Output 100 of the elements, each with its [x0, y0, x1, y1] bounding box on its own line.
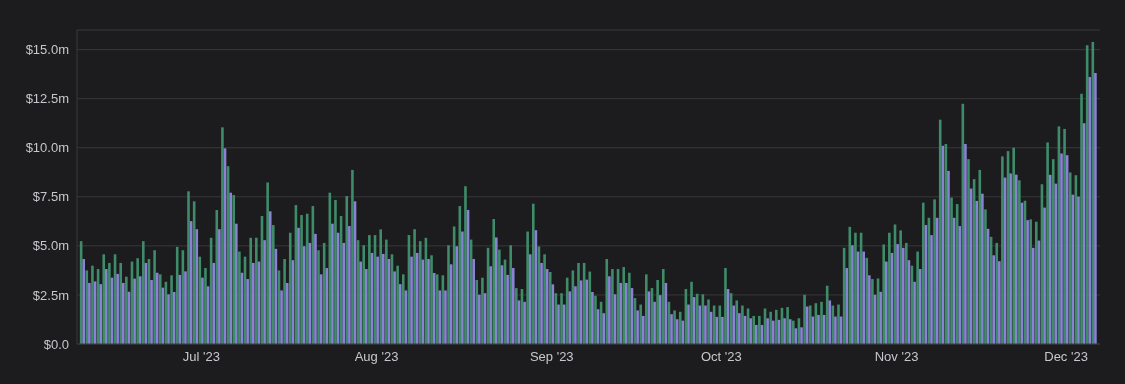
bar — [670, 314, 673, 344]
bar — [430, 255, 433, 344]
bar — [930, 235, 933, 344]
bar — [766, 318, 769, 344]
bar — [365, 269, 368, 344]
bar — [396, 265, 399, 344]
bar — [218, 229, 221, 344]
bar — [268, 211, 272, 344]
bar — [398, 284, 402, 344]
bar — [800, 327, 803, 344]
bar — [175, 246, 179, 344]
bar — [901, 247, 905, 344]
bar — [678, 311, 682, 344]
bar — [865, 257, 869, 344]
bar — [305, 213, 309, 344]
bar — [721, 316, 724, 344]
x-tick-label: Nov '23 — [874, 349, 919, 365]
y-tick-label: $12.5m — [25, 91, 69, 107]
bar — [1063, 128, 1066, 344]
bar — [418, 241, 422, 344]
bar — [359, 261, 362, 344]
bar — [401, 274, 405, 344]
y-tick-label: $2.5m — [32, 287, 69, 303]
bar — [560, 293, 563, 344]
bar — [687, 304, 690, 344]
bar — [362, 245, 366, 344]
bar — [221, 127, 224, 344]
y-tick-label: $7.5m — [32, 189, 69, 205]
bar — [557, 304, 560, 344]
bar — [381, 253, 385, 344]
bar — [1001, 156, 1004, 344]
bar — [783, 318, 786, 344]
bar — [82, 259, 86, 344]
bar — [995, 242, 999, 344]
bar — [1046, 142, 1049, 344]
bar — [138, 276, 142, 344]
bar — [608, 276, 611, 344]
bar — [938, 119, 942, 344]
bar — [1018, 180, 1021, 344]
bar — [297, 227, 300, 344]
bar — [232, 195, 236, 344]
bar — [249, 237, 252, 344]
bar — [526, 231, 529, 344]
bar — [187, 191, 190, 344]
bar — [427, 259, 430, 344]
bar — [619, 282, 622, 344]
bar — [99, 284, 102, 344]
bar — [300, 215, 303, 344]
bar — [142, 241, 145, 344]
bar — [334, 199, 337, 344]
bar — [775, 309, 778, 344]
bar — [871, 279, 874, 344]
bar — [489, 266, 492, 344]
bar — [967, 159, 970, 344]
bar — [1077, 196, 1080, 344]
bar — [611, 269, 614, 344]
bar — [622, 267, 626, 344]
bar — [266, 182, 269, 344]
bar — [834, 316, 837, 344]
bar — [851, 245, 854, 344]
bar — [921, 202, 925, 344]
bar — [769, 311, 772, 344]
bar — [771, 320, 775, 344]
bar — [820, 301, 823, 344]
bar — [964, 144, 967, 344]
x-tick-label: Aug '23 — [354, 349, 399, 365]
bar — [150, 280, 153, 344]
bar — [899, 230, 902, 344]
bar — [229, 192, 232, 344]
bar — [91, 265, 94, 344]
bar — [661, 269, 665, 344]
bar — [413, 229, 416, 344]
bar — [698, 305, 702, 344]
bar — [1009, 173, 1012, 344]
bar — [116, 273, 119, 344]
bar — [511, 268, 515, 344]
bar — [201, 277, 204, 344]
bar — [641, 315, 645, 344]
bar — [125, 276, 128, 344]
bar — [885, 261, 888, 344]
bar — [153, 250, 156, 344]
bar — [438, 290, 442, 344]
bar — [639, 304, 642, 344]
bar — [255, 237, 258, 344]
bar — [235, 223, 238, 344]
bar — [314, 233, 317, 344]
bar — [913, 281, 916, 344]
x-tick-label: Oct '23 — [700, 349, 742, 365]
bar — [1094, 72, 1097, 344]
bar — [105, 269, 108, 344]
bar — [1051, 159, 1055, 344]
bar — [288, 232, 292, 344]
bar — [515, 288, 518, 344]
bar — [947, 170, 950, 344]
bar — [645, 274, 648, 344]
bar — [882, 244, 885, 344]
bar — [803, 294, 806, 344]
bar — [879, 291, 882, 344]
bar — [393, 271, 396, 344]
bar — [215, 209, 219, 344]
